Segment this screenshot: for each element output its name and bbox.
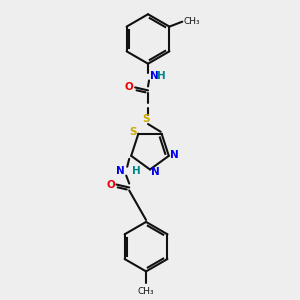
Text: N: N <box>150 70 159 81</box>
Text: CH₃: CH₃ <box>138 287 154 296</box>
Text: N: N <box>170 150 179 160</box>
Text: S: S <box>130 127 137 137</box>
Text: N: N <box>151 167 159 178</box>
Text: S: S <box>142 114 150 124</box>
Text: O: O <box>106 179 115 190</box>
Text: CH₃: CH₃ <box>183 17 200 26</box>
Text: H: H <box>132 166 141 176</box>
Text: H: H <box>157 70 166 81</box>
Text: O: O <box>125 82 134 92</box>
Text: N: N <box>116 166 124 176</box>
